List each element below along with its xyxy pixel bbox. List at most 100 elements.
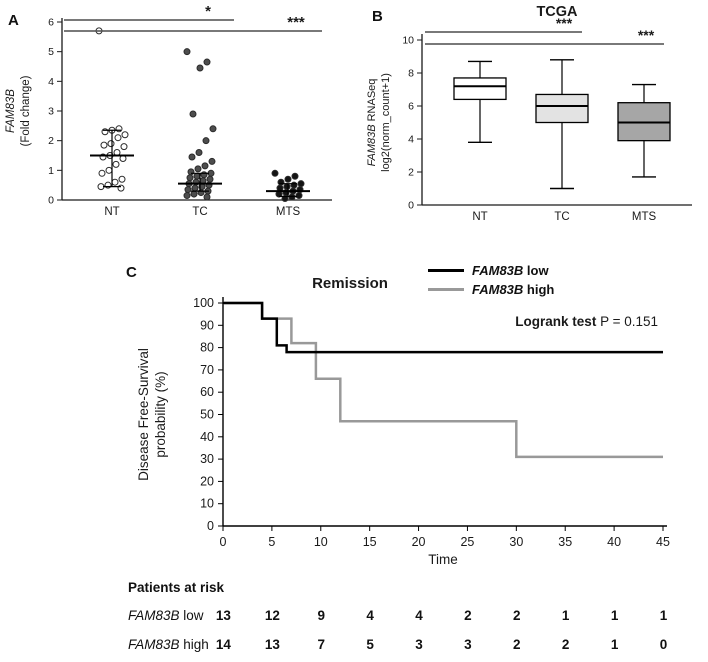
svg-text:25: 25 (460, 535, 474, 549)
y-axis-label: FAM83B RNASeq log2(norm_count+1) (366, 73, 392, 172)
significance-bars: **** (64, 3, 322, 32)
risk-row-label: FAM83B low (128, 608, 204, 623)
risk-count: 7 (317, 637, 325, 652)
box-chart-tcga: TCGA 0 2 4 6 8 10 NT TC MTS *** *** FAM83B RNASeq log… (366, 4, 692, 223)
significance-bars: *** *** (425, 15, 664, 45)
svg-text:5: 5 (268, 535, 275, 549)
axes: 0 2 4 6 8 10 NT TC MTS (402, 34, 692, 223)
risk-count: 9 (317, 608, 325, 623)
risk-count: 1 (610, 637, 619, 652)
km-series-fam83b-low (223, 301, 663, 354)
svg-text:0: 0 (207, 519, 214, 533)
risk-count: 13 (215, 608, 231, 623)
svg-text:100: 100 (193, 296, 214, 310)
risk-count: 5 (366, 637, 374, 652)
svg-text:(Fold change): (Fold change) (20, 75, 32, 146)
svg-text:10: 10 (314, 535, 328, 549)
svg-text:NT: NT (472, 211, 487, 223)
svg-text:MTS: MTS (632, 211, 657, 223)
logrank-annotation: Logrank test P = 0.151 (515, 314, 658, 329)
x-axis-label: Time (428, 552, 458, 567)
risk-count: 13 (264, 637, 280, 652)
panel-a-label: A (8, 12, 19, 29)
risk-count: 2 (561, 637, 570, 652)
chart-title: Remission (312, 275, 388, 292)
svg-text:10: 10 (402, 35, 414, 47)
risk-row: FAM83B high 14 13 7 5 3 3 2 2 1 0 (0, 631, 708, 660)
svg-text:40: 40 (607, 535, 621, 549)
risk-count: 3 (464, 637, 472, 652)
risk-row: FAM83B low 13 12 9 4 4 2 2 1 1 1 (0, 602, 708, 631)
risk-row-label: FAM83B high (128, 637, 209, 652)
svg-text:*: * (205, 3, 211, 20)
svg-text:FAM83B RNASeq: FAM83B RNASeq (366, 79, 378, 167)
svg-text:2: 2 (48, 135, 54, 147)
risk-count: 1 (561, 608, 570, 623)
data-points-mts (271, 169, 305, 203)
svg-text:45: 45 (656, 535, 670, 549)
svg-text:NT: NT (104, 206, 119, 218)
svg-text:***: *** (287, 14, 305, 31)
risk-count: 1 (610, 608, 619, 623)
legend-label-low: FAM83B low (472, 263, 549, 278)
svg-text:TC: TC (192, 206, 207, 218)
svg-text:80: 80 (200, 341, 214, 355)
svg-text:30: 30 (200, 452, 214, 466)
svg-text:50: 50 (200, 408, 214, 422)
svg-text:Disease Free-Survival: Disease Free-Survival (136, 348, 151, 481)
legend-variant-high: high (523, 282, 555, 297)
svg-text:MTS: MTS (276, 206, 301, 218)
risk-table-rows: FAM83B low 13 12 9 4 4 2 2 1 1 1 FAM83B high 14 13 7 5 3… (0, 602, 708, 660)
risk-count: 0 (659, 637, 668, 652)
risk-table-title: Patients at risk (128, 580, 225, 595)
svg-text:90: 90 (200, 318, 214, 332)
legend-variant-low: low (523, 263, 549, 278)
risk-count: 3 (415, 637, 423, 652)
risk-count: 2 (513, 637, 521, 652)
svg-text:0: 0 (408, 200, 414, 212)
svg-text:15: 15 (363, 535, 377, 549)
legend-gene-high: FAM83B (472, 282, 524, 297)
panel-c-label: C (126, 264, 137, 281)
chart-title: TCGA (536, 4, 578, 20)
svg-text:40: 40 (200, 430, 214, 444)
km-survival-chart-remission: Remission 0 10 20 30 40 50 60 70 80 90 100 0 5 10 15 20 2… (136, 275, 670, 567)
svg-text:60: 60 (200, 385, 214, 399)
svg-text:6: 6 (48, 17, 54, 29)
svg-text:***: *** (638, 27, 655, 43)
svg-text:6: 6 (408, 101, 414, 113)
svg-text:70: 70 (200, 363, 214, 377)
svg-text:log2(norm_count+1): log2(norm_count+1) (380, 73, 392, 172)
gray-line-swatch (428, 288, 464, 291)
y-axis-label: Disease Free-Survival probability (%) (136, 348, 168, 481)
svg-text:0: 0 (220, 535, 227, 549)
risk-count: 4 (415, 608, 423, 623)
risk-count: 14 (215, 637, 231, 652)
risk-count: 4 (366, 608, 374, 623)
svg-text:8: 8 (408, 68, 414, 80)
svg-text:35: 35 (558, 535, 572, 549)
error-bar-mts (266, 183, 310, 198)
risk-row-values: 13 12 9 4 4 2 2 1 1 1 (199, 608, 688, 623)
svg-text:30: 30 (509, 535, 523, 549)
legend-label-high: FAM83B high (472, 282, 554, 297)
svg-text:4: 4 (408, 134, 414, 146)
svg-text:***: *** (556, 15, 573, 31)
risk-count: 2 (464, 608, 472, 623)
risk-count: 1 (659, 608, 668, 623)
km-legend: FAM83B low FAM83B high (428, 261, 554, 299)
svg-text:20: 20 (200, 474, 214, 488)
svg-text:0: 0 (48, 195, 54, 207)
box-mts (617, 83, 671, 178)
risk-count: 12 (264, 608, 280, 623)
axes: 0 10 20 30 40 50 60 70 80 90 100 0 5 10 15 20 25 30 35 40 45 (193, 296, 670, 549)
svg-text:3: 3 (48, 106, 54, 118)
black-line-swatch (428, 269, 464, 272)
svg-text:5: 5 (48, 46, 54, 58)
y-axis-label: FAM83B (Fold change) (5, 75, 32, 146)
legend-gene-low: FAM83B (472, 263, 524, 278)
svg-text:1: 1 (48, 165, 54, 177)
svg-text:10: 10 (200, 497, 214, 511)
box-tc (535, 59, 589, 190)
